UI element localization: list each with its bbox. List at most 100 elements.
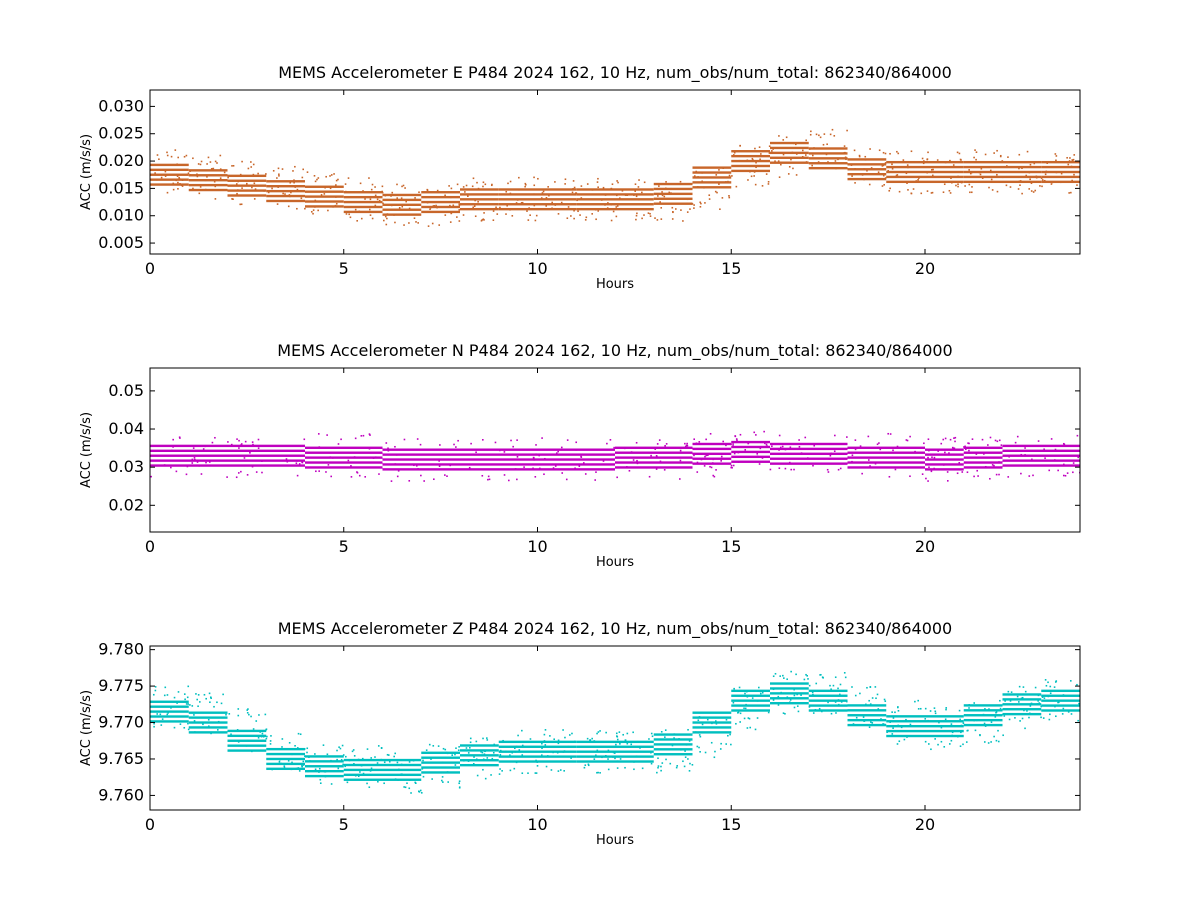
data-point	[826, 143, 828, 146]
data-point	[170, 449, 173, 452]
data-point	[197, 694, 200, 696]
chart-title: MEMS Accelerometer E P484 2024 162, 10 H…	[278, 63, 952, 83]
data-point	[733, 452, 736, 455]
data-point	[664, 736, 666, 738]
series-band-segment	[808, 699, 848, 702]
data-point	[958, 709, 961, 712]
data-point	[869, 686, 872, 688]
data-point	[1049, 713, 1051, 716]
data-point	[815, 133, 818, 136]
data-point	[516, 199, 519, 201]
data-point	[878, 149, 881, 152]
series-band-segment	[731, 159, 770, 163]
data-point	[357, 775, 360, 778]
data-point	[429, 206, 432, 209]
series-band-segment	[227, 444, 305, 448]
data-point	[796, 157, 798, 159]
data-point	[521, 729, 523, 732]
data-point	[420, 474, 422, 477]
data-point	[703, 186, 705, 189]
data-point	[1041, 185, 1043, 188]
data-point	[747, 442, 749, 445]
series-band-segment	[343, 195, 383, 199]
data-point	[968, 704, 971, 706]
data-point	[754, 147, 756, 150]
data-point	[390, 195, 392, 197]
data-point	[958, 152, 961, 155]
series-band-segment	[498, 740, 538, 744]
data-point	[997, 740, 1000, 743]
data-point	[210, 732, 212, 735]
data-point	[364, 198, 366, 200]
data-point	[619, 743, 621, 745]
data-point	[225, 713, 227, 716]
data-point	[428, 743, 431, 746]
data-point	[257, 172, 259, 175]
data-point	[345, 190, 347, 193]
data-point	[825, 153, 828, 156]
data-point	[950, 723, 953, 725]
data-point	[245, 745, 248, 747]
data-point	[351, 750, 354, 753]
data-point	[700, 458, 703, 461]
data-point	[699, 721, 702, 724]
data-point	[423, 480, 425, 482]
series-band-segment	[808, 166, 848, 170]
data-point	[627, 208, 629, 210]
data-point	[518, 749, 521, 751]
data-point	[649, 215, 652, 217]
data-point	[889, 152, 891, 155]
series-band-segment	[1041, 699, 1080, 702]
series-band-segment	[692, 447, 732, 451]
data-point	[214, 185, 217, 188]
data-point	[784, 467, 787, 470]
data-point	[997, 729, 999, 732]
data-point	[782, 139, 785, 141]
data-point	[262, 735, 265, 738]
data-point	[306, 171, 309, 173]
data-point	[933, 456, 936, 459]
data-point	[892, 717, 895, 719]
data-point	[1018, 701, 1020, 703]
data-point	[992, 456, 995, 459]
series-band-segment	[188, 731, 228, 734]
data-point	[634, 183, 637, 186]
data-point	[193, 457, 196, 459]
data-point	[1006, 166, 1009, 168]
data-point	[968, 183, 971, 186]
data-point	[837, 703, 840, 706]
data-point	[356, 471, 359, 474]
data-point	[249, 452, 251, 454]
data-point	[950, 739, 953, 742]
series-band-segment	[731, 445, 770, 449]
data-point	[665, 181, 667, 183]
data-point	[269, 740, 272, 742]
data-point	[438, 460, 440, 462]
y-tick-label: 9.765	[98, 749, 144, 768]
data-point	[611, 183, 614, 186]
data-point	[896, 743, 899, 745]
data-point	[287, 760, 290, 762]
data-point	[515, 745, 518, 748]
data-point	[686, 442, 688, 445]
data-point	[314, 768, 317, 771]
data-point	[1077, 456, 1080, 459]
series-band-segment	[770, 146, 809, 150]
data-point	[763, 430, 765, 433]
data-point	[779, 675, 781, 677]
series-band-segment	[653, 192, 693, 196]
data-point	[812, 712, 815, 714]
data-point	[564, 178, 567, 181]
data-point	[454, 753, 456, 756]
y-tick-label: 9.760	[98, 785, 144, 804]
data-point	[900, 726, 903, 729]
data-point	[957, 175, 959, 178]
data-point	[739, 144, 741, 147]
series-band-segment	[653, 182, 693, 186]
data-point	[187, 728, 190, 731]
series-band-segment	[1041, 709, 1080, 712]
data-point	[584, 764, 587, 766]
data-point	[732, 445, 734, 447]
series-band-segment	[150, 449, 228, 453]
data-point	[1049, 685, 1052, 688]
